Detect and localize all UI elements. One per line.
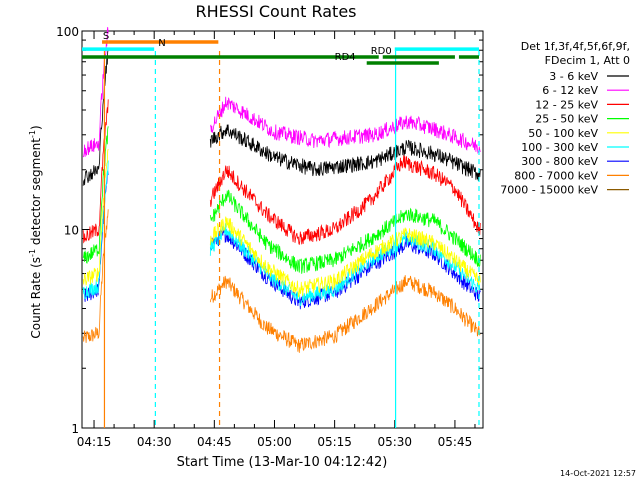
legend: Det 1f,3f,4f,5f,6f,9f, FDecim 1, Att 0 3… (500, 40, 630, 197)
x-axis-ticks: 04:15 04:30 04:45 05:00 05:15 05:30 05:45 (77, 31, 476, 449)
legend-header-2: FDecim 1, Att 0 (545, 54, 630, 67)
y-tick-label: 1 (71, 422, 79, 436)
legend-entry-label: 12 - 25 keV (535, 98, 598, 111)
attenuator-bars: S N RD0 RD4 (82, 31, 479, 65)
legend-entry-label: 50 - 100 keV (528, 127, 598, 140)
marker-lines (103, 51, 480, 428)
legend-header-1: Det 1f,3f,4f,5f,6f,9f, (521, 40, 630, 53)
state-bar-label: N (158, 38, 165, 49)
timestamp-footer: 14-Oct-2021 12:57 (560, 469, 636, 478)
x-tick-label: 04:15 (77, 435, 112, 449)
y-tick-label: 100 (56, 25, 79, 39)
x-tick-label: 04:30 (137, 435, 172, 449)
chart-title: RHESSI Count Rates (196, 2, 357, 21)
legend-entry-label: 7000 - 15000 keV (500, 184, 598, 197)
plot-frame (81, 30, 484, 429)
legend-entry-label: 300 - 800 keV (521, 155, 598, 168)
legend-entry-label: 6 - 12 keV (542, 84, 598, 97)
series-line (82, 27, 481, 158)
y-axis-label-sup1: -1 (28, 249, 37, 257)
y-axis-label-sup2: -1 (28, 130, 37, 138)
state-bar-label: RD0 (371, 46, 392, 57)
y-axis-label: Count Rate (s-1 detector segment-1) (28, 125, 43, 338)
x-tick-label: 05:15 (317, 435, 352, 449)
state-bar-label: RD4 (335, 52, 356, 63)
state-bar-label: S (103, 31, 109, 42)
x-tick-label: 04:45 (197, 435, 232, 449)
legend-entry-label: 25 - 50 keV (535, 113, 598, 126)
legend-entry-label: 3 - 6 keV (549, 70, 598, 83)
y-axis-ticks: 1 10 100 (56, 25, 483, 436)
y-axis-label-main: Count Rate (s (29, 257, 43, 339)
legend-entry-label: 800 - 7000 keV (514, 169, 598, 182)
legend-entry-label: 100 - 300 keV (521, 141, 598, 154)
series-group (82, 27, 481, 353)
series-line (82, 126, 481, 274)
y-tick-label: 10 (64, 224, 79, 238)
y-axis-label-end: ) (29, 125, 43, 130)
x-tick-label: 05:45 (438, 435, 473, 449)
x-tick-label: 05:00 (257, 435, 292, 449)
y-axis-label-mid: detector segment (29, 138, 43, 249)
x-tick-label: 05:30 (377, 435, 412, 449)
series-line (82, 99, 481, 246)
x-axis-label: Start Time (13-Mar-10 04:12:42) (177, 455, 388, 470)
